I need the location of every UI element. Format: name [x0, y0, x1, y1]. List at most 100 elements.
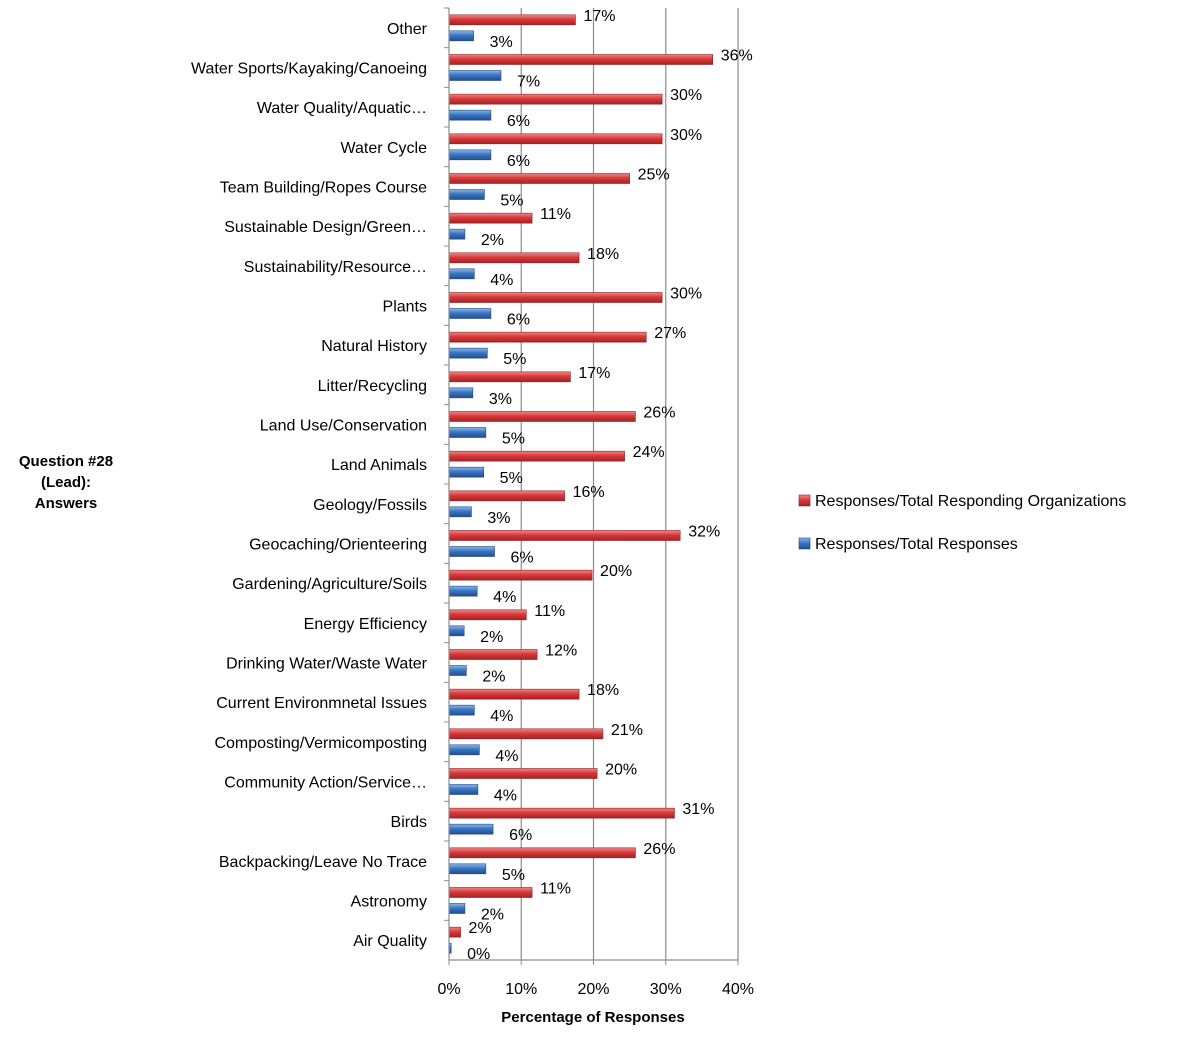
category-label: Litter/Recycling — [318, 378, 427, 395]
data-label-responses: 0% — [467, 946, 490, 963]
category-label: Birds — [391, 814, 427, 831]
bar-responses — [448, 506, 472, 518]
bar-responses — [448, 903, 466, 914]
bar-organizations — [448, 768, 598, 779]
data-label-organizations: 30% — [670, 127, 702, 144]
bar-responses — [448, 546, 495, 557]
bar-organizations — [448, 569, 593, 581]
bar-organizations — [448, 54, 714, 65]
bar-responses — [448, 704, 475, 716]
bar-organizations — [448, 847, 636, 859]
data-label-organizations: 20% — [600, 563, 632, 580]
category-label: Sustainability/Resource… — [244, 259, 427, 276]
bar-organizations — [448, 212, 533, 224]
data-label-responses: 5% — [500, 193, 523, 210]
x-tick-label: 10% — [505, 981, 537, 998]
bar-organizations — [448, 133, 663, 145]
bar-organizations — [448, 728, 604, 740]
category-label: Land Animals — [331, 457, 427, 474]
data-label-organizations: 17% — [583, 8, 615, 25]
data-label-organizations: 32% — [688, 524, 720, 541]
data-label-organizations: 11% — [534, 603, 565, 620]
data-label-responses: 4% — [493, 589, 516, 606]
data-label-organizations: 30% — [670, 87, 702, 104]
data-label-responses: 2% — [480, 629, 503, 646]
data-label-organizations: 20% — [605, 762, 637, 779]
category-label: Current Environmnetal Issues — [216, 695, 427, 712]
gridlines — [520, 8, 739, 960]
bar-organizations — [448, 173, 630, 184]
legend-item-organizations: Responses/Total Responding Organizations — [798, 493, 1126, 510]
data-label-organizations: 36% — [721, 48, 753, 65]
bar-responses — [448, 70, 502, 81]
legend: Responses/Total Responding Organizations… — [798, 493, 1126, 553]
bar-responses — [448, 744, 480, 756]
axes — [444, 7, 739, 965]
bar-organizations — [448, 609, 527, 621]
bar-organizations — [448, 450, 625, 462]
data-label-responses: 5% — [500, 470, 523, 487]
legend-item-responses: Responses/Total Responses — [798, 536, 1018, 553]
bar-responses — [448, 427, 487, 438]
data-label-responses: 3% — [489, 391, 512, 408]
legend-label-organizations: Responses/Total Responding Organizations — [815, 493, 1126, 510]
category-label: Drinking Water/Waste Water — [226, 656, 428, 673]
data-label-responses: 3% — [487, 510, 510, 527]
x-tick-label: 0% — [437, 981, 460, 998]
data-label-organizations: 21% — [611, 722, 643, 739]
data-label-organizations: 31% — [682, 801, 714, 818]
data-label-responses: 6% — [509, 827, 532, 844]
data-label-organizations: 2% — [469, 920, 492, 937]
bar-responses — [448, 466, 484, 478]
category-label: Energy Efficiency — [304, 616, 427, 633]
bar-organizations — [448, 331, 647, 343]
data-label-responses: 4% — [495, 748, 518, 765]
data-label-organizations: 12% — [545, 643, 577, 660]
bar-responses — [448, 863, 487, 875]
bar-responses — [448, 228, 466, 240]
data-label-organizations: 17% — [578, 365, 610, 382]
data-label-responses: 5% — [503, 351, 526, 368]
bar-responses — [448, 625, 465, 637]
bar-organizations — [448, 490, 565, 502]
data-label-responses: 6% — [507, 113, 530, 130]
data-label-responses: 5% — [502, 431, 525, 448]
category-label: Geocaching/Orienteering — [249, 537, 427, 554]
data-label-responses: 2% — [481, 232, 504, 249]
category-label: Backpacking/Leave No Trace — [219, 854, 427, 871]
y-axis-title-line-3: Answers — [35, 495, 98, 512]
x-tick-label: 30% — [650, 981, 682, 998]
category-label: Water Quality/Aquatic… — [257, 100, 427, 117]
bar-responses — [448, 823, 494, 835]
bar-organizations — [448, 411, 636, 422]
bar-organizations — [448, 292, 663, 303]
data-label-organizations: 18% — [587, 682, 619, 699]
data-label-responses: 4% — [494, 788, 517, 805]
data-label-organizations: 11% — [540, 881, 571, 898]
category-label: Other — [387, 21, 428, 38]
bar-responses — [448, 189, 485, 200]
category-label: Team Building/Ropes Course — [220, 180, 427, 197]
bar-responses — [448, 308, 492, 319]
category-label: Natural History — [321, 338, 427, 355]
legend-swatch-organizations — [798, 494, 811, 507]
bar-organizations — [448, 530, 681, 541]
bar-organizations — [448, 688, 580, 700]
category-label: Astronomy — [351, 894, 427, 911]
bar-organizations — [448, 371, 571, 383]
x-axis-title: Percentage of Responses — [501, 1009, 684, 1026]
bar-organizations — [448, 807, 675, 819]
bar-organizations — [448, 649, 538, 660]
data-label-responses: 2% — [481, 907, 504, 924]
bar-responses — [448, 347, 488, 359]
category-label: Sustainable Design/Green… — [224, 219, 427, 236]
category-label: Gardening/Agriculture/Soils — [232, 576, 427, 593]
data-label-organizations: 24% — [633, 444, 665, 461]
data-label-organizations: 16% — [573, 484, 605, 501]
bar-organizations — [448, 14, 576, 26]
data-label-responses: 6% — [507, 312, 530, 329]
bar-responses — [448, 665, 467, 676]
bar-organizations — [448, 887, 533, 898]
bar-responses — [448, 109, 492, 121]
